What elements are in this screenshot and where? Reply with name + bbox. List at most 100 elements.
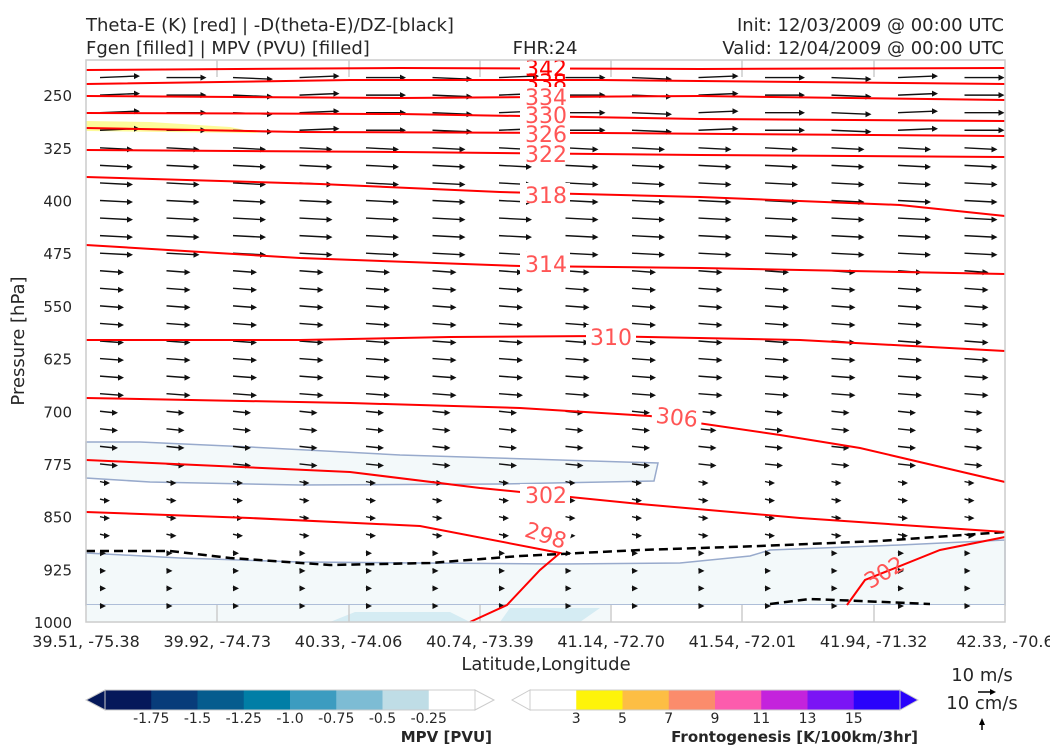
y-tick-label: 1000 [34,614,72,632]
wind-vector [365,234,396,238]
y-tick-label: 925 [43,561,72,579]
wind-vector-head [599,127,606,134]
wind-vector [365,287,387,291]
wind-vector-head [450,304,457,311]
wind-vector [299,234,329,238]
wind-vector [365,182,396,186]
wind-vector-head [898,550,904,557]
wind-vector [232,147,263,151]
wind-vector-head [432,567,439,574]
wind-vector-head [251,357,257,364]
wind-vector-head [910,444,916,451]
wind-vector [964,340,985,344]
wind-vector-head [982,321,989,328]
wind-vector [99,410,115,414]
wind-vector [897,322,919,326]
wind-vector-head [925,234,931,241]
wind-vector [964,182,994,186]
y-tick-label: 550 [43,298,72,316]
wind-vector-head [517,392,523,399]
wind-vector [432,234,462,238]
wind-vector [764,252,795,256]
wind-vector [698,92,735,96]
plot-area: 342 338 334 330 326 322 318 314 310 306 … [85,57,1006,623]
mpv-colorbar-extend-low [84,689,106,711]
wind-vector-head [792,251,798,258]
wind-vector [764,305,786,309]
wind-vector [166,270,187,273]
wind-vector-head [783,304,789,311]
wind-vector-head [865,76,872,83]
fgen-colorbar-tick: 7 [664,711,673,727]
mpv-surface-white [610,605,1005,622]
wind-vector [432,305,453,309]
wind-vector [698,234,728,238]
wind-vector-head [968,497,975,504]
wind-vector [99,463,115,467]
y-tick-label: 850 [43,509,72,527]
wind-vector [232,287,254,291]
wind-vector-head [991,163,998,170]
wind-vector [831,147,861,151]
theta-e-label-314: 314 [525,253,567,278]
wind-vector [432,445,447,449]
wind-vector [565,375,586,379]
wind-vector-head [792,146,798,153]
wind-vector [764,234,795,238]
wind-vector [99,199,130,203]
wind-vector-head [178,409,185,416]
wind-vector [897,375,919,379]
wind-vector-head [333,125,340,132]
wind-vector [232,76,270,80]
theta-e-contour-298 [85,511,563,623]
wind-vector [897,164,928,168]
wind-vector [764,392,786,396]
wind-vector-head [716,357,723,364]
wind-vector-head [843,462,850,469]
theta-e-contour-306 [85,397,1006,483]
wind-vector-head [659,251,665,258]
wind-vector [764,182,795,186]
wind-vector-head [193,181,200,188]
wind-vector [365,252,396,256]
wind-vector [565,182,595,186]
wind-vector-head [732,73,739,80]
x-tick-label: 41.54, -72.01 [689,632,797,651]
wind-vector-head [444,409,451,416]
wind-vector-head [644,462,650,469]
wind-vector-head [378,444,384,451]
wind-vector-head [245,444,251,451]
wind-vector-head [517,374,523,381]
wind-vector [631,287,653,291]
wind-vector-head [650,392,656,399]
wind-vector [631,217,662,221]
wind-vector [166,199,196,203]
wind-vector-head [303,480,310,486]
wind-vector-head [378,427,384,434]
wind-vector [764,375,786,379]
wind-vector [565,234,595,238]
wind-vector-head [932,90,938,97]
wind-vector [565,340,586,344]
wind-vector-head [835,497,842,504]
wind-vector-head [170,497,177,504]
wind-vector [99,375,121,379]
wind-vector [99,92,137,96]
wind-vector-head [898,585,904,592]
wind-vector-head [317,269,324,276]
wind-vector-head [799,127,805,134]
wind-vector [897,392,919,396]
wind-vector [698,252,728,256]
mpv-colorbar-tick: -0.25 [411,711,447,727]
wind-vector-head [370,515,376,522]
wind-vector [964,270,985,273]
stability-contour-low [86,530,1006,567]
wind-vector-head [636,515,642,522]
wind-vector-head [659,199,665,205]
x-tick-labels: 39.51, -75.38 39.92, -74.73 40.33, -74.06 4… [32,632,1050,651]
x-tick-label: 42.33, -70.6 [956,632,1050,651]
wind-vector-head [569,515,576,522]
wind-vector-head [716,304,723,311]
wind-vector [964,428,979,432]
wind-vector-head [459,146,466,153]
